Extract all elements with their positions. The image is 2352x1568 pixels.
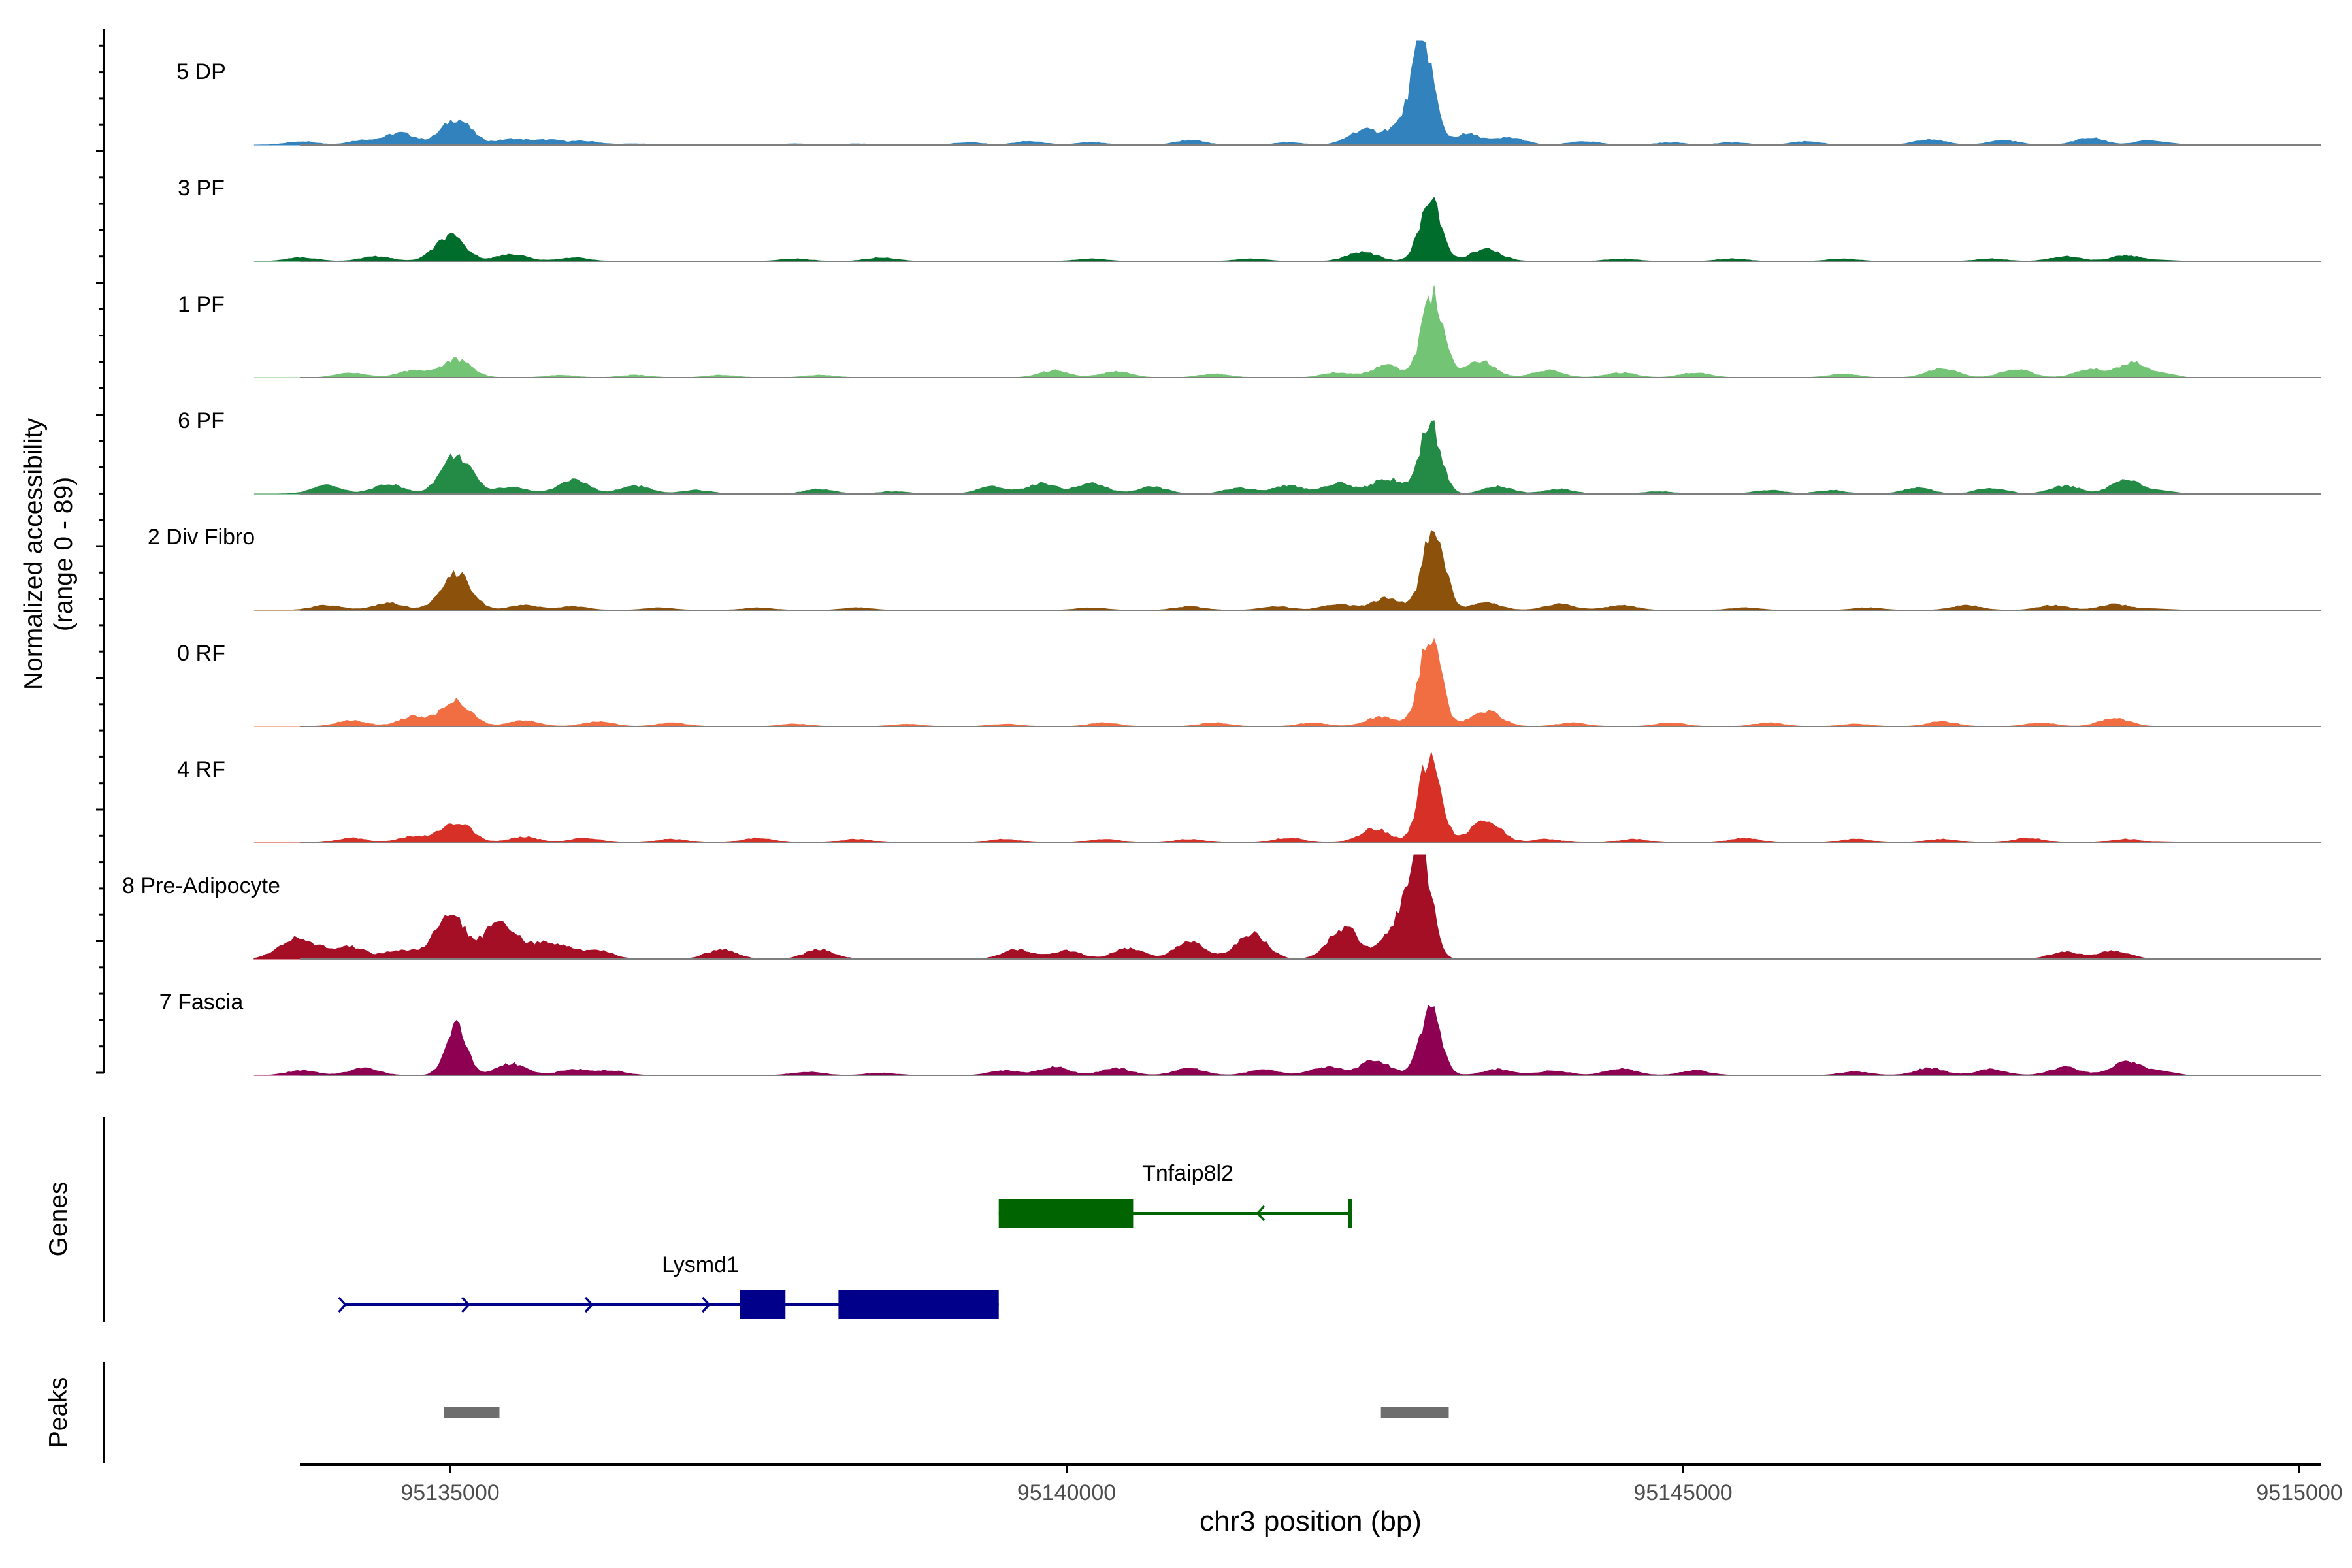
track-label: 5 DP — [176, 59, 226, 84]
track-2-div-fibro: 2 Div Fibro — [148, 525, 2321, 611]
gene-lysmd1: Lysmd1 — [338, 1252, 999, 1319]
track-5-dp: 5 DP — [176, 40, 2321, 146]
track-label: 4 RF — [177, 757, 225, 782]
track-6-pf: 6 PF — [178, 408, 2321, 495]
gene-strand-arrow — [584, 1296, 594, 1313]
genes-panel: Genes Tnfaip8l2 Lysmd1 — [44, 1117, 1352, 1322]
genes-panel-label: Genes — [44, 1182, 73, 1257]
gene-tnfaip8l2: Tnfaip8l2 — [998, 1161, 1352, 1228]
gene-strand-arrow — [701, 1296, 711, 1313]
x-axis-tick-label: 95135000 — [400, 1480, 499, 1505]
track-label: 1 PF — [178, 292, 225, 317]
track-coverage-area — [253, 420, 2189, 495]
track-label: 3 PF — [178, 176, 225, 201]
track-label: 2 Div Fibro — [148, 525, 255, 549]
track-coverage-area — [253, 285, 2189, 378]
track-coverage-area — [253, 638, 2189, 727]
gene-models: Tnfaip8l2 Lysmd1 — [338, 1161, 1352, 1319]
gene-exon — [740, 1290, 786, 1319]
track-coverage-area — [253, 752, 2189, 843]
coverage-tracks: 5 DP 3 PF 1 PF 6 PF 2 Div Fibro 0 RF 4 RF 8 Pre… — [122, 40, 2321, 1076]
track-coverage-area — [253, 1004, 2189, 1076]
gene-label: Lysmd1 — [662, 1252, 739, 1277]
peak-region-bar — [1380, 1407, 1449, 1418]
y-axis-title-line1: Normalized accessibility — [20, 417, 48, 690]
track-8-pre-adipocyte: 8 Pre-Adipocyte — [122, 854, 2321, 960]
track-coverage-area — [253, 854, 2189, 960]
track-label: 8 Pre-Adipocyte — [122, 874, 280, 898]
x-axis-tick-label: 9515000 — [2256, 1480, 2342, 1505]
gene-strand-arrow — [461, 1296, 470, 1313]
y-axis — [96, 29, 105, 1074]
gene-strand-arrow — [338, 1296, 347, 1313]
track-4-rf: 4 RF — [177, 752, 2321, 843]
y-axis-title-line2: (range 0 - 89) — [50, 477, 78, 631]
track-coverage-area — [253, 529, 2189, 611]
x-axis-tick-label: 95140000 — [1017, 1480, 1116, 1505]
gene-strand-arrow — [1256, 1205, 1266, 1222]
peaks-panel: Peaks — [44, 1362, 1449, 1463]
x-axis: 95135000 95140000 95145000 9515000 — [400, 1465, 2343, 1505]
track-0-rf: 0 RF — [177, 638, 2321, 727]
peaks-panel-label: Peaks — [44, 1377, 73, 1448]
track-coverage-area — [253, 40, 2189, 146]
peak-regions — [444, 1407, 1449, 1418]
gene-exon — [838, 1290, 999, 1319]
x-axis-tick-label: 95145000 — [1633, 1480, 1732, 1505]
peak-region-bar — [444, 1407, 500, 1418]
track-3-pf: 3 PF — [178, 176, 2321, 262]
track-label: 6 PF — [178, 408, 225, 433]
gene-label: Tnfaip8l2 — [1142, 1161, 1233, 1186]
track-label: 7 Fascia — [159, 990, 244, 1015]
track-1-pf: 1 PF — [178, 285, 2321, 378]
track-7-fascia: 7 Fascia — [159, 990, 2321, 1076]
track-label: 0 RF — [177, 641, 225, 666]
track-coverage-area — [253, 197, 2189, 262]
gene-exon — [998, 1199, 1134, 1228]
x-axis-title: chr3 position (bp) — [1200, 1505, 1422, 1537]
